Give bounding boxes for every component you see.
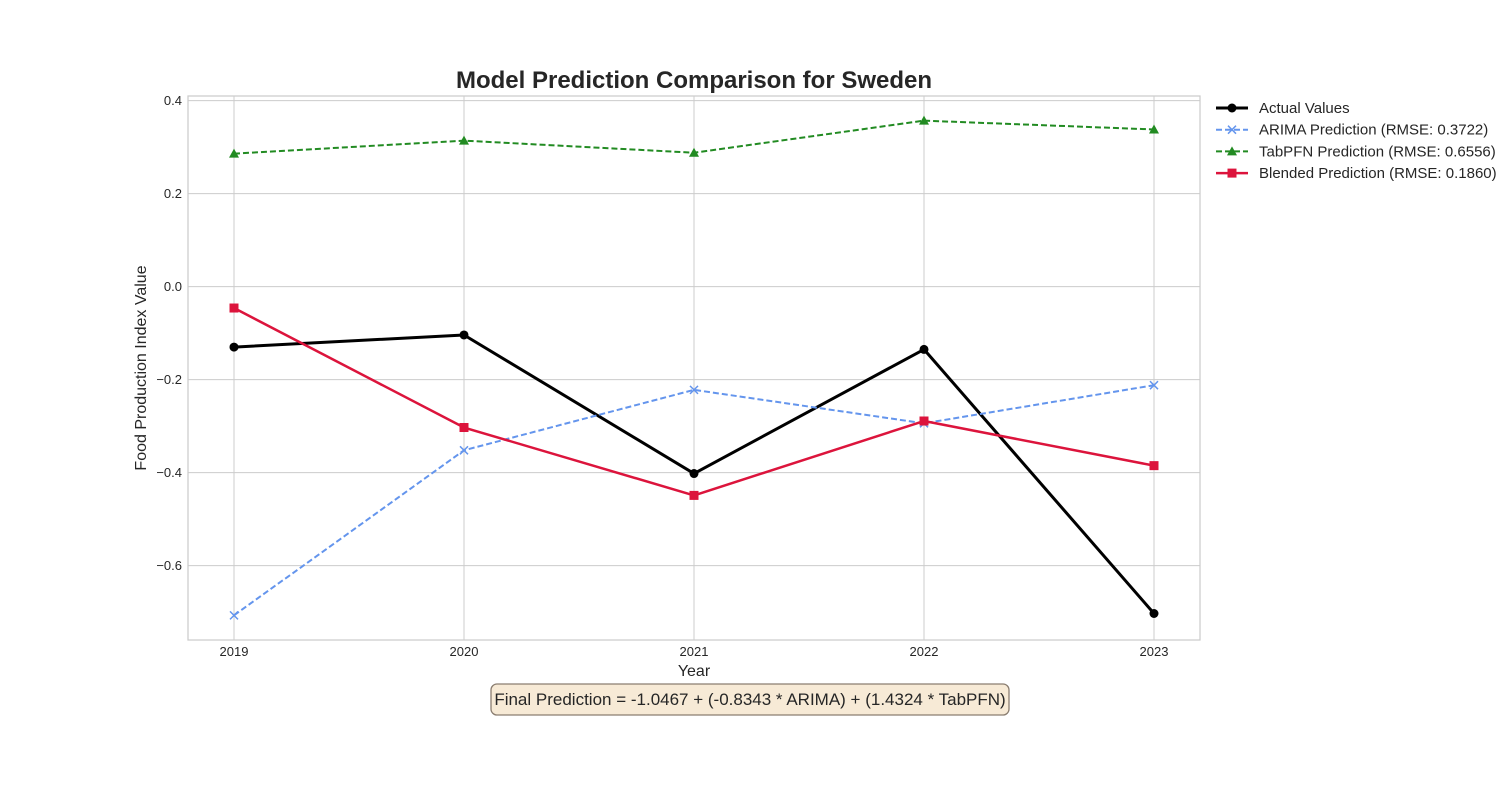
legend-entry: Actual Values	[1216, 100, 1350, 117]
legend-marker	[1227, 103, 1237, 113]
series-1	[229, 330, 1159, 618]
series-line	[233, 384, 1155, 617]
legend-marker	[1227, 146, 1237, 156]
series-point	[229, 303, 239, 313]
series-point	[459, 445, 469, 455]
x-tick-label: 2019	[220, 644, 249, 659]
legend-label: Blended Prediction (RMSE: 0.1860)	[1259, 165, 1497, 182]
series-point	[919, 115, 929, 125]
x-tick-label: 2020	[450, 644, 479, 659]
series-point	[229, 610, 239, 620]
x-axis-label: Year	[678, 663, 711, 680]
y-tick-label: −0.2	[156, 372, 182, 387]
legend: Actual Values ARIMA Prediction (RMSE: 0.3…	[1216, 100, 1497, 182]
series-layer	[229, 115, 1159, 620]
series-point	[689, 469, 699, 479]
series-4	[229, 303, 1159, 500]
y-tick-label: −0.6	[156, 558, 182, 573]
legend-entry: Blended Prediction (RMSE: 0.1860)	[1216, 165, 1497, 182]
x-tick-label: 2023	[1140, 644, 1169, 659]
series-point	[1149, 380, 1159, 390]
series-3	[229, 115, 1159, 158]
series-point	[1149, 124, 1159, 134]
x-tick-label: 2021	[680, 644, 709, 659]
legend-marker	[1227, 168, 1237, 178]
y-tick-label: −0.4	[156, 465, 182, 480]
legend-entry: ARIMA Prediction (RMSE: 0.3722)	[1216, 122, 1488, 139]
tick-layer: 2019 2020 2021 2022 2023 0.4 0.2 0.0 −0.2 −0.4 −0.…	[156, 93, 1168, 659]
series-point	[229, 342, 239, 352]
y-tick-label: 0.0	[164, 279, 182, 294]
legend-label: TabPFN Prediction (RMSE: 0.6556)	[1259, 143, 1496, 160]
series-point	[919, 344, 929, 354]
series-point	[1149, 608, 1159, 618]
y-axis-label: Food Production Index Value	[133, 265, 150, 470]
series-point	[459, 423, 469, 433]
series-point	[1149, 461, 1159, 471]
legend-label: Actual Values	[1259, 100, 1350, 117]
chart-title: Model Prediction Comparison for Sweden	[456, 67, 932, 94]
series-point	[459, 330, 469, 340]
plot-area-frame	[187, 95, 1201, 641]
legend-label: ARIMA Prediction (RMSE: 0.3722)	[1259, 122, 1488, 139]
series-point	[689, 490, 699, 500]
series-point	[229, 148, 239, 158]
legend-marker	[1227, 125, 1237, 135]
y-tick-label: 0.2	[164, 186, 182, 201]
x-tick-label: 2022	[910, 644, 939, 659]
formula-annotation-box	[490, 683, 1010, 716]
formula-annotation: Final Prediction = -1.0467 + (-0.8343 * …	[490, 683, 1010, 716]
y-tick-label: 0.4	[164, 93, 182, 108]
legend-entry: TabPFN Prediction (RMSE: 0.6556)	[1216, 143, 1496, 160]
series-point	[689, 147, 699, 157]
formula-annotation-text: Final Prediction = -1.0467 + (-0.8343 * …	[494, 690, 1005, 709]
series-point	[919, 416, 929, 426]
series-point	[459, 135, 469, 145]
series-point	[689, 385, 699, 395]
